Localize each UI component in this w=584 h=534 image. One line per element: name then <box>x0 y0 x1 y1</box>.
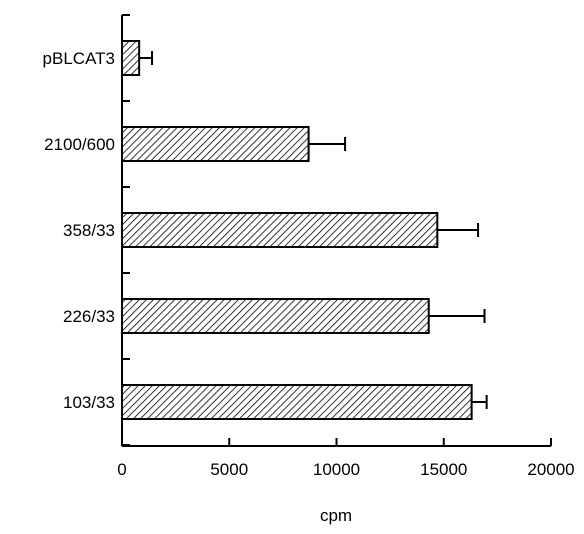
x-tick-label: 20000 <box>527 460 574 479</box>
x-tick-label: 0 <box>117 460 126 479</box>
x-axis-title: cpm <box>320 506 352 525</box>
category-label: 2100/600 <box>44 135 115 154</box>
category-label: 103/33 <box>63 393 115 412</box>
x-tick-label: 10000 <box>313 460 360 479</box>
bar <box>121 40 141 76</box>
bar <box>121 212 439 248</box>
bars <box>121 40 488 420</box>
bar <box>121 126 310 162</box>
category-label: 358/33 <box>63 221 115 240</box>
labels: 0 5000 10000 15000 20000 pBLCAT3 2100/600 358/3… <box>43 49 575 479</box>
bar <box>121 298 430 334</box>
x-tick-label: 15000 <box>420 460 467 479</box>
x-tick-label: 5000 <box>210 460 248 479</box>
category-label: 226/33 <box>63 307 115 326</box>
category-label: pBLCAT3 <box>43 49 115 68</box>
bar <box>121 384 473 420</box>
